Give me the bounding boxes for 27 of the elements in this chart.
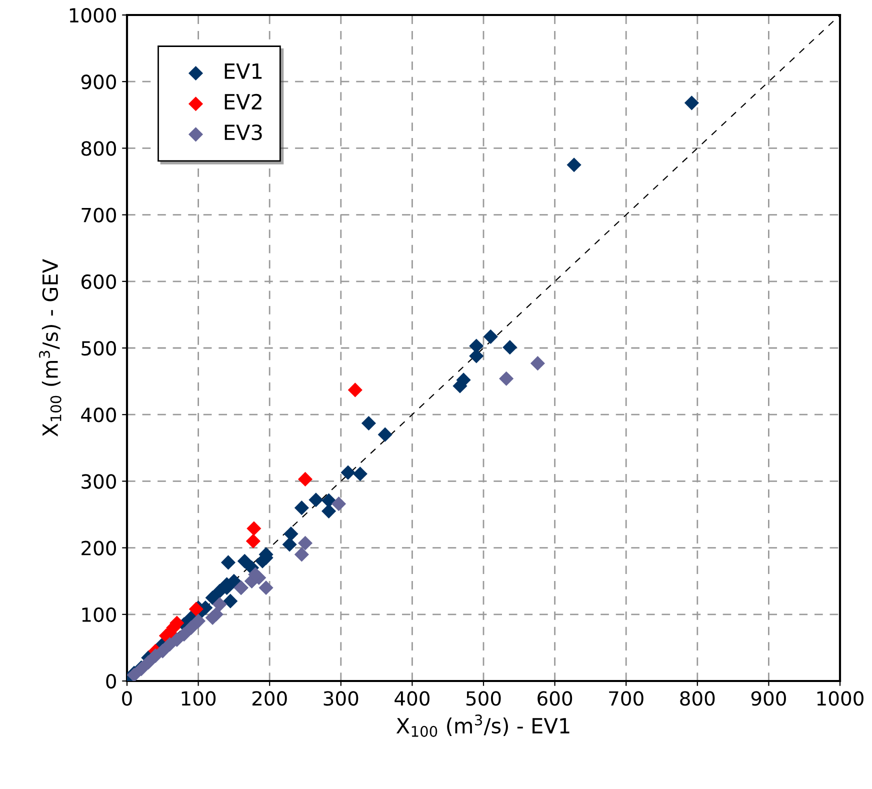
y-tick-label: 700 xyxy=(82,208,116,222)
x-tick-label: 800 xyxy=(680,691,715,706)
x-tick-label: 100 xyxy=(182,691,216,706)
legend-label: EV2 xyxy=(224,94,262,110)
y-tick-label: 200 xyxy=(82,540,116,556)
x-tick-label: 300 xyxy=(324,691,358,706)
y-tick-label: 0 xyxy=(106,674,116,689)
y-tick-label: 300 xyxy=(82,474,116,489)
x-tick-label: 900 xyxy=(751,691,786,706)
x-tick-label: 400 xyxy=(394,691,430,706)
y-tick-label: 400 xyxy=(81,408,116,422)
y-tick-label: 100 xyxy=(82,607,116,622)
y-tick-label: 600 xyxy=(82,274,116,290)
y-axis-title: X$_{100}$ (m$^{3}$/s) - GEV xyxy=(38,259,62,437)
x-tick-label: 600 xyxy=(538,691,572,706)
x-axis-title: X$_{100}$ (m$^{3}$/s) - EV1 xyxy=(396,714,570,737)
y-tick-label: 1000 xyxy=(70,8,116,23)
y-tick-label: 500 xyxy=(82,340,116,356)
y-tick-label: 800 xyxy=(81,141,116,156)
x-tick-label: 500 xyxy=(466,691,501,706)
x-tick-label: 700 xyxy=(609,691,644,706)
x-tick-label: 200 xyxy=(252,691,287,706)
x-tick-label: 1000 xyxy=(817,691,864,706)
legend-label: EV3 xyxy=(224,124,262,140)
legend-label: EV1 xyxy=(224,64,262,79)
y-tick-label: 900 xyxy=(81,74,116,90)
x-tick-label: 0 xyxy=(122,691,132,706)
